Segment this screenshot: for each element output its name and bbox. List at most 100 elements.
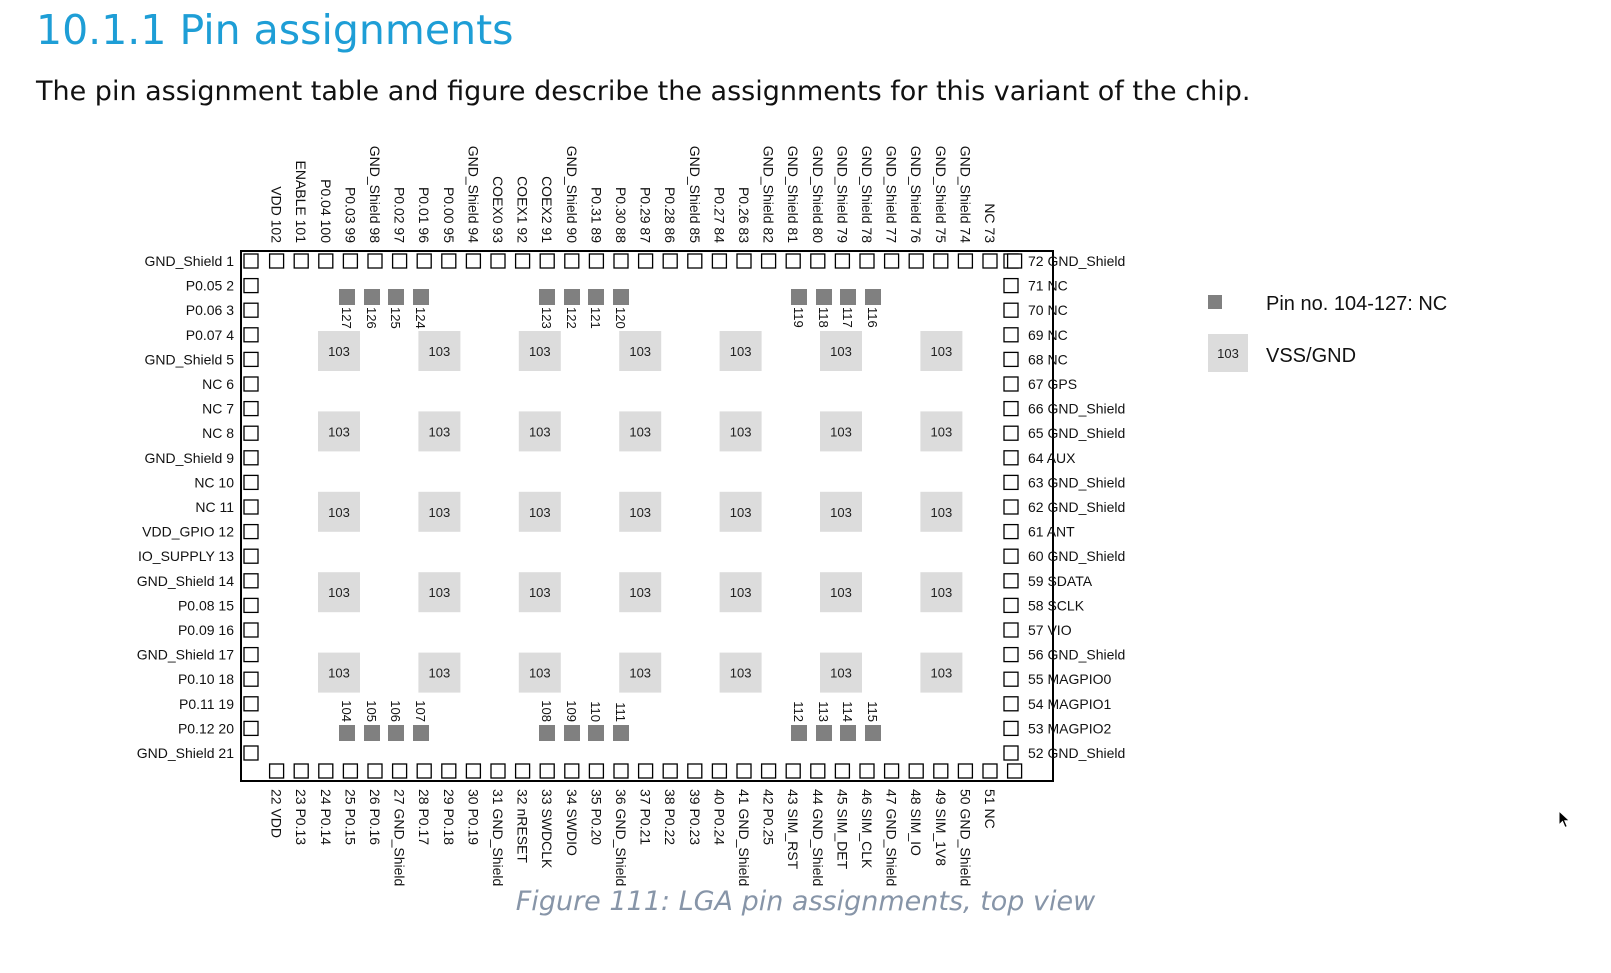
pin-pad bbox=[687, 763, 703, 779]
pin-label-left: NC 10 bbox=[194, 474, 234, 490]
nc-pad bbox=[588, 725, 604, 741]
ground-pad bbox=[518, 331, 561, 371]
nc-pad-label: 111 bbox=[613, 702, 628, 722]
pin-pad bbox=[243, 671, 259, 687]
pin-label-right: 61 ANT bbox=[1028, 524, 1075, 540]
pin-label-bottom: 37 P0.21 bbox=[638, 789, 654, 845]
pin-label-bottom: 28 P0.17 bbox=[416, 789, 432, 845]
pin-pad bbox=[465, 253, 482, 269]
ground-pad-label: 103 bbox=[328, 344, 350, 359]
ground-pad-label: 103 bbox=[830, 424, 852, 439]
nc-pad bbox=[865, 289, 881, 305]
nc-pad bbox=[816, 289, 832, 305]
pin-label-right: 63 GND_Shield bbox=[1028, 474, 1125, 490]
ground-pad bbox=[418, 572, 461, 613]
nc-pad-label: 124 bbox=[413, 307, 428, 329]
pin-label-left: P0.06 3 bbox=[186, 302, 234, 318]
pin-label-bottom: 45 SIM_DET bbox=[834, 789, 850, 870]
pin-pad bbox=[736, 763, 752, 779]
ground-pad-label: 103 bbox=[328, 666, 350, 681]
pin-pad bbox=[613, 763, 629, 779]
nc-pad-label: 112 bbox=[791, 701, 806, 722]
pin-pad bbox=[514, 763, 531, 779]
pin-pad bbox=[243, 376, 259, 392]
pin-label-left: GND_Shield 21 bbox=[137, 745, 234, 761]
pin-label-bottom: 34 SWDIO bbox=[564, 789, 580, 856]
pin-label-left: GND_Shield 5 bbox=[145, 351, 235, 367]
pin-label-top: GND_Shield 94 bbox=[465, 146, 481, 243]
intro-paragraph: The pin assignment table and figure desc… bbox=[36, 76, 1251, 107]
ground-pad-label: 103 bbox=[328, 424, 350, 439]
page-heading: 10.1.1 Pin assignments bbox=[36, 6, 514, 54]
pin-pad bbox=[1003, 376, 1019, 392]
pin-label-bottom: 46 SIM_CLK bbox=[859, 789, 875, 869]
pin-label-left: P0.07 4 bbox=[186, 327, 234, 343]
pin-pad bbox=[342, 763, 359, 779]
pin-pad bbox=[243, 523, 259, 540]
pin-pad bbox=[859, 253, 875, 269]
pin-label-left: VDD_GPIO 12 bbox=[142, 524, 234, 540]
pin-label-bottom: 26 P0.16 bbox=[367, 789, 383, 845]
pin-pad bbox=[859, 763, 875, 779]
pin-label-top: GND_Shield 75 bbox=[933, 146, 949, 243]
nc-pad bbox=[339, 289, 355, 305]
nc-pad bbox=[539, 289, 555, 305]
pin-pad bbox=[637, 763, 654, 779]
ground-pad bbox=[318, 331, 360, 371]
pin-pad bbox=[243, 573, 259, 589]
pin-label-top: GND_Shield 90 bbox=[564, 146, 580, 243]
pin-pad bbox=[243, 425, 259, 441]
pin-pad bbox=[293, 763, 309, 779]
ground-pad bbox=[920, 572, 963, 613]
pin-pad bbox=[785, 253, 801, 269]
mouse-pointer-icon bbox=[1558, 810, 1571, 829]
pin-label-right: 65 GND_Shield bbox=[1028, 425, 1125, 441]
pin-pad bbox=[637, 253, 654, 269]
nc-pad bbox=[364, 289, 380, 305]
pin-label-bottom: 49 SIM_1V8 bbox=[933, 789, 949, 866]
pin-pad bbox=[514, 253, 531, 269]
legend-gnd-label: VSS/GND bbox=[1266, 345, 1356, 367]
pin-label-bottom: 25 P0.15 bbox=[342, 789, 358, 845]
ground-pad bbox=[619, 331, 662, 371]
pin-label-bottom: 48 SIM_IO bbox=[908, 789, 924, 856]
pin-pad bbox=[933, 763, 949, 779]
pin-label-bottom: 41 GND_Shield bbox=[736, 789, 752, 886]
pin-label-top: P0.03 99 bbox=[342, 187, 358, 243]
ground-pad bbox=[418, 491, 461, 532]
pin-label-right: 52 GND_Shield bbox=[1028, 745, 1125, 761]
nc-pad-label: 117 bbox=[840, 307, 855, 328]
pin-label-right: 64 AUX bbox=[1028, 450, 1076, 466]
nc-pad-label: 116 bbox=[865, 307, 880, 328]
ground-pad-label: 103 bbox=[730, 585, 752, 600]
pin-label-bottom: 30 P0.19 bbox=[465, 789, 481, 845]
nc-pad-label: 115 bbox=[865, 701, 880, 722]
pin-label-top: P0.04 100 bbox=[318, 179, 334, 243]
pin-label-top: P0.28 86 bbox=[662, 187, 678, 243]
pin-label-top: GND_Shield 81 bbox=[785, 146, 801, 243]
ground-pad bbox=[518, 491, 561, 532]
pin-pad bbox=[441, 253, 457, 269]
pin-label-right: 59 SDATA bbox=[1028, 573, 1093, 589]
pin-pad bbox=[1003, 499, 1019, 515]
ground-pad bbox=[318, 572, 360, 613]
pin-label-top: GND_Shield 77 bbox=[884, 146, 900, 243]
ground-pad bbox=[518, 572, 561, 613]
ground-pad-label: 103 bbox=[730, 424, 752, 439]
pin-label-top: P0.27 84 bbox=[711, 187, 727, 243]
pin-pad bbox=[1003, 523, 1019, 540]
ground-pad-label: 103 bbox=[830, 505, 852, 520]
ground-pad bbox=[418, 411, 461, 452]
nc-pad-label: 104 bbox=[339, 700, 354, 722]
ground-pad-grid: 103 103 103 103 103 103 103 103 103 103 103 103 103 1… bbox=[318, 331, 963, 693]
pin-label-bottom: 27 GND_Shield bbox=[392, 789, 408, 886]
ground-pad bbox=[619, 652, 662, 693]
pin-label-right: 72 GND_Shield bbox=[1028, 253, 1125, 269]
inner-nc-pads-bottom: 104 105 106 107 108 109 110 111 112 113 114 115 bbox=[339, 700, 881, 741]
pin-pad bbox=[1003, 696, 1019, 712]
ground-pad bbox=[418, 652, 461, 693]
pin-pad bbox=[760, 763, 777, 779]
inner-nc-pads-top: 127 126 125 124 123 122 121 120 119 118 117 116 bbox=[339, 289, 881, 329]
legend-gnd-swatch bbox=[1208, 334, 1248, 372]
pin-pad bbox=[268, 763, 285, 779]
